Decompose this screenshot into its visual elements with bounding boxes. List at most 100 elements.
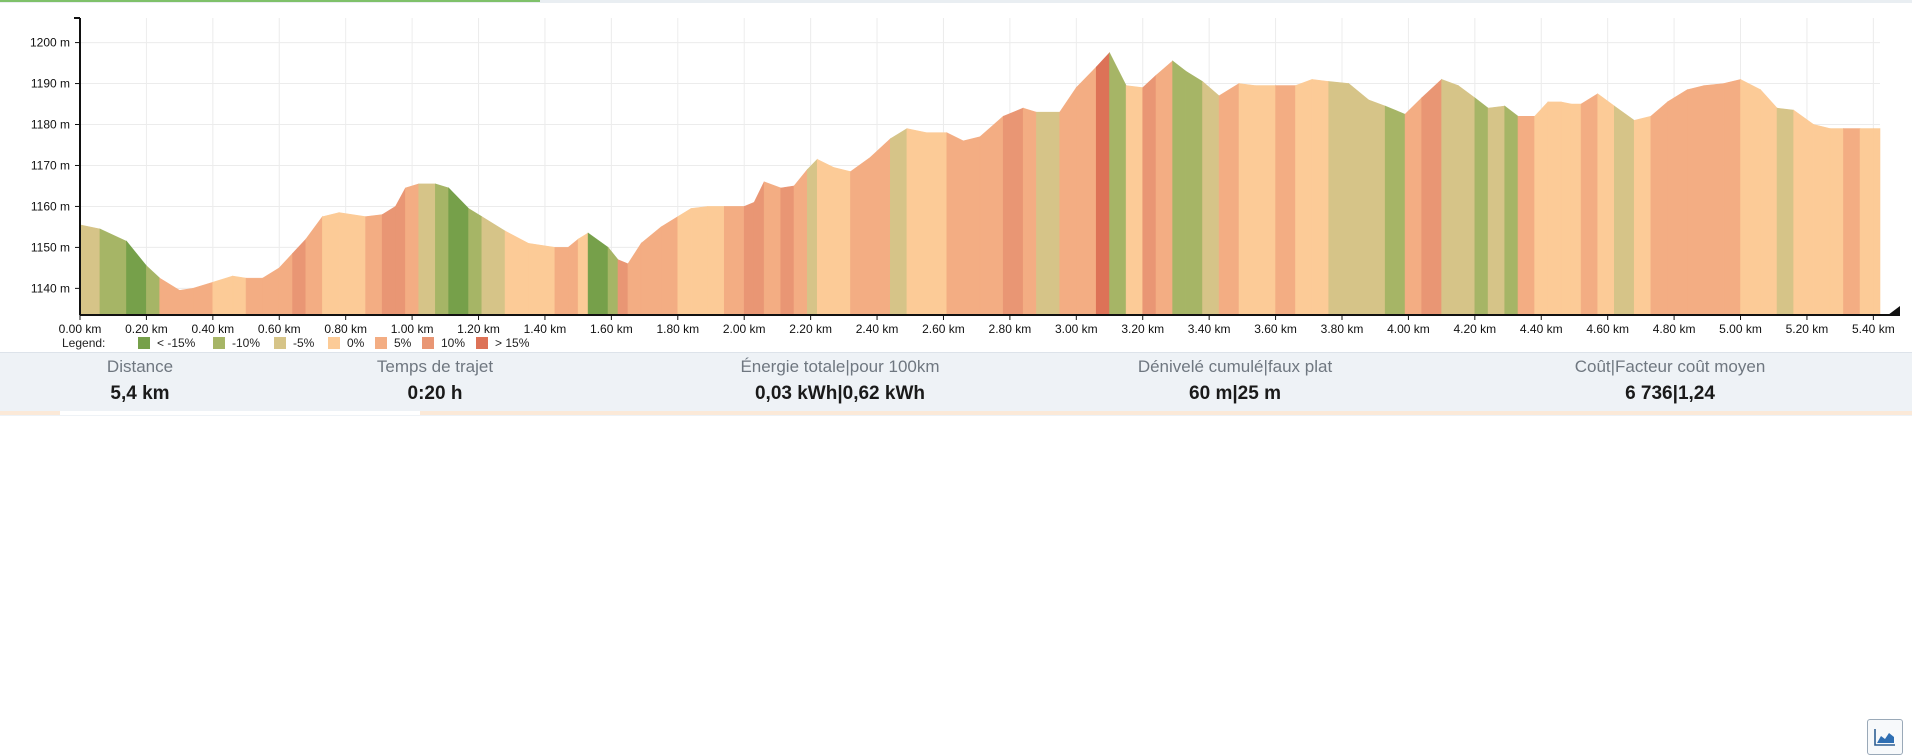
x-tick-label: 0.80 km [324,322,367,336]
profile-segment [1348,82,1369,316]
legend-title: Legend: [62,336,105,350]
x-tick-label: 3.80 km [1321,322,1364,336]
profile-segment [1760,88,1778,316]
elevation-stat: Dénivelé cumulé|faux plat 60 m|25 m [1105,357,1365,405]
profile-segment [1125,85,1144,316]
profile-segment [1185,70,1203,316]
top-strip [0,0,1912,3]
legend-swatch [476,337,488,349]
profile-segment [816,158,835,316]
profile-segment [1095,52,1110,316]
travel-time-stat: Temps de trajet 0:20 h [335,357,535,405]
profile-segment [850,156,871,316]
profile-segment [1238,83,1256,316]
profile-segment [1328,81,1349,316]
x-tick-label: 2.80 km [989,322,1032,336]
profile-segment [245,277,263,316]
profile-segment [1703,83,1725,316]
y-tick-label: 1170 m [31,158,70,172]
profile-segment [1059,86,1077,316]
profile-segment [707,206,725,316]
energy-label: Énergie totale|pour 100km [740,357,940,376]
profile-segment [979,115,1004,316]
profile-segment [1560,101,1572,316]
profile-segment [1667,89,1688,316]
profile-segment [743,201,755,316]
x-tick-label: 0.00 km [59,322,102,336]
profile-segment [1487,105,1506,316]
profile-segment [1172,60,1187,316]
profile-segment [435,183,449,316]
profile-segment [528,242,556,316]
profile-segment [1504,105,1519,316]
elevation-value: 60 m|25 m [1189,383,1281,404]
profile-segment [1255,85,1276,316]
x-tick-label: 4.20 km [1453,322,1496,336]
profile-segment [79,224,101,316]
profile-segment [763,181,782,316]
profile-segment [159,277,180,316]
profile-segment [232,275,247,316]
profile-segment [617,259,629,316]
profile-segment [1813,124,1831,316]
profile-segment [1580,93,1599,316]
profile-segment [1723,79,1741,316]
profile-segment [262,267,280,316]
profile-segment [1421,78,1442,316]
profile-segment [1873,128,1881,316]
profile-segment [405,183,420,316]
x-tick-label: 1.40 km [524,322,567,336]
x-tick-label: 2.00 km [723,322,766,336]
x-axis-end-marker [1888,306,1900,315]
profile-segment [1650,101,1668,316]
y-tick-label: 1190 m [31,77,70,91]
x-tick-label: 4.80 km [1653,322,1696,336]
y-tick-label: 1200 m [30,36,70,50]
profile-segment [381,205,396,316]
legend-item-label: < -15% [157,336,196,350]
profile-segment [890,128,908,316]
profile-segment [99,228,127,316]
legend-item-label: 5% [394,336,412,350]
x-tick-label: 1.80 km [656,322,699,336]
x-tick-label: 3.40 km [1188,322,1231,336]
chart-view-button[interactable] [1867,719,1903,755]
profile-segment [1036,111,1061,316]
profile-segment [870,138,891,316]
x-tick-label: 1.60 km [590,322,633,336]
elevation-chart-svg: 1140 m 1150 m 1160 m 1170 m 1180 m 1190 m 1200… [30,17,1900,350]
profile-segment [322,212,340,316]
elevation-profile-chart[interactable]: 1140 m 1150 m 1160 m 1170 m 1180 m 1190 m 1200… [0,0,1912,355]
x-tick-label: 4.40 km [1520,322,1563,336]
profile-segment [627,242,642,316]
profile-segment [504,230,529,316]
profile-segment [192,281,214,316]
x-tick-label: 3.00 km [1055,322,1098,336]
profile-segment [1829,128,1844,316]
legend-swatch [138,337,150,349]
legend-swatch [213,337,225,349]
x-tick-label: 2.20 km [789,322,832,336]
profile-segment [607,246,619,316]
profile-segment [448,187,469,316]
y-tick-label: 1160 m [31,199,70,213]
energy-value: 0,03 kWh|0,62 kWh [754,383,926,404]
y-tick-label: 1150 m [31,240,70,254]
profile-segment [1441,79,1459,316]
x-tick-label: 3.20 km [1121,322,1164,336]
profile-segment [212,275,234,316]
x-tick-label: 2.60 km [922,322,965,336]
profile-segment [1384,105,1406,316]
profile-segment [587,232,609,316]
area-chart-icon [1874,729,1895,746]
profile-segment [793,168,808,316]
profile-segment [1534,101,1549,316]
x-tick-label: 5.20 km [1786,322,1829,336]
profile-segment [807,158,818,316]
profile-segment [146,265,161,316]
profile-segment [1740,78,1761,316]
profile-segment [126,240,147,316]
profile-segment [468,207,483,316]
profile-segment [1311,79,1330,316]
profile-segment [1457,84,1476,316]
